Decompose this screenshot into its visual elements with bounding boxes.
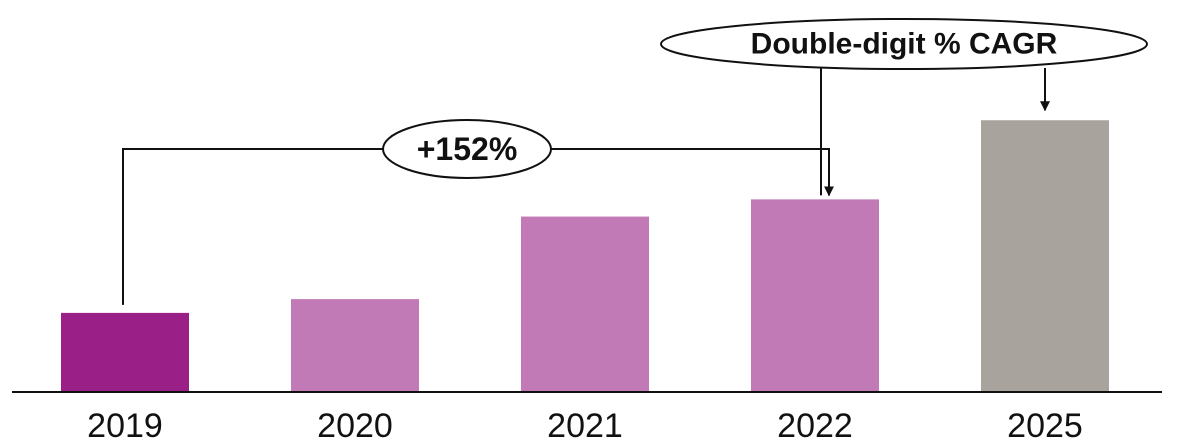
x-tick-label-2019: 2019: [87, 407, 163, 445]
growth-callout-ellipse: [382, 119, 552, 179]
bars-group: [61, 120, 1109, 393]
growth-callout-label: +152%: [417, 131, 518, 167]
bar-2025: [981, 120, 1109, 393]
bar-2020: [291, 299, 419, 392]
growth-annotation: +152%: [122, 119, 834, 305]
bar-2019: [61, 312, 189, 392]
x-tick-labels: 2019 2020 2021 2022 2025: [87, 407, 1083, 445]
x-tick-label-2025: 2025: [1007, 407, 1083, 445]
x-tick-label-2022: 2022: [777, 407, 853, 445]
cagr-callout-label: Double-digit % CAGR: [751, 28, 1058, 61]
bar-2021: [521, 216, 649, 392]
cagr-annotation: Double-digit % CAGR: [660, 18, 1148, 196]
x-tick-label-2021: 2021: [547, 407, 623, 445]
bar-2022: [751, 199, 879, 392]
x-tick-label-2020: 2020: [317, 407, 393, 445]
cagr-callout-ellipse: [660, 18, 1148, 70]
